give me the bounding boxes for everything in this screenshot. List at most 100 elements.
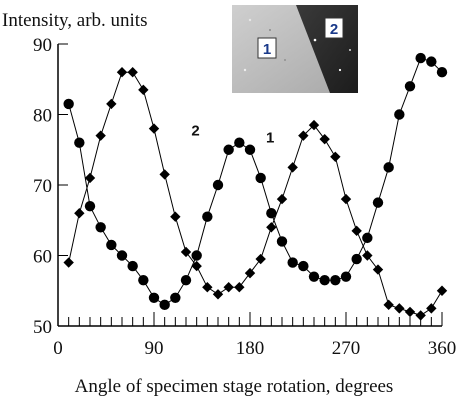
data-point: [308, 271, 320, 282]
data-point: [276, 236, 288, 247]
data-point: [394, 109, 405, 120]
y-tick-label: 60: [33, 247, 52, 268]
inset-speck: [338, 68, 342, 72]
data-point: [415, 52, 426, 64]
data-point: [394, 303, 405, 314]
y-tick-label: 80: [33, 106, 52, 127]
curve-label-1: 1: [266, 130, 274, 147]
x-tick-label: 360: [428, 338, 457, 359]
data-point: [202, 211, 213, 222]
data-point: [287, 162, 298, 173]
data-point: [234, 137, 245, 148]
data-point: [383, 162, 394, 173]
data-point: [266, 222, 277, 233]
data-point: [106, 98, 117, 110]
x-tick-label: 270: [332, 338, 361, 359]
data-point: [426, 303, 437, 314]
y-tick-label: 70: [33, 176, 52, 197]
x-tick-label: 90: [145, 338, 164, 359]
data-point: [116, 250, 128, 261]
data-point: [287, 257, 298, 268]
data-point: [330, 274, 341, 286]
inset-speck: [349, 49, 351, 51]
data-point: [340, 271, 352, 282]
data-point: [404, 306, 416, 318]
data-point: [244, 267, 256, 279]
data-point: [170, 211, 181, 222]
data-point: [84, 172, 96, 184]
data-point: [63, 98, 74, 110]
data-point: [426, 56, 437, 67]
data-point: [298, 130, 309, 141]
inset-region-label-box-1: [257, 37, 277, 59]
data-point: [404, 81, 416, 92]
x-tick-label: 0: [53, 338, 63, 359]
data-point: [255, 172, 266, 184]
inset-speck: [284, 59, 286, 61]
curve-label-2: 2: [191, 123, 199, 140]
data-point: [436, 67, 448, 78]
data-point: [106, 239, 117, 251]
data-point: [202, 282, 213, 293]
data-point: [95, 222, 106, 233]
series-2-line: [68, 71, 443, 316]
data-point: [351, 225, 362, 237]
x-axis-title: Angle of specimen stage rotation, degree…: [75, 376, 394, 397]
data-point: [212, 289, 224, 300]
inset-region-label-box-2: [324, 17, 344, 39]
data-point: [266, 208, 277, 219]
data-point: [138, 274, 149, 286]
data-point: [95, 130, 106, 141]
data-point: [276, 193, 288, 205]
series-2: [63, 67, 448, 321]
data-point: [223, 282, 234, 293]
data-point: [170, 292, 181, 303]
inset-speck: [243, 68, 247, 72]
inset-speck: [313, 38, 317, 42]
y-tick-label: 50: [33, 317, 52, 338]
data-point: [308, 119, 320, 131]
inset-micrograph: 1 2: [232, 5, 358, 93]
data-point: [319, 274, 330, 286]
data-point: [351, 253, 362, 265]
data-point: [159, 299, 170, 311]
data-point: [191, 260, 202, 272]
data-point: [148, 123, 160, 134]
series-layer: [63, 52, 448, 321]
y-axis-title: Intensity, arb. units: [2, 10, 147, 31]
data-point: [74, 208, 85, 219]
data-point: [116, 67, 128, 78]
inset-region-label-1: 1: [263, 41, 271, 58]
data-point: [180, 246, 192, 258]
x-tick-label: 180: [236, 338, 265, 359]
inset-region-label-2: 2: [330, 21, 338, 38]
inset-speck: [248, 18, 252, 22]
data-point: [138, 84, 149, 96]
data-point: [340, 193, 352, 205]
inset-speck: [269, 29, 271, 31]
data-point: [74, 137, 85, 148]
y-tick-label: 90: [33, 35, 52, 56]
data-point: [255, 253, 266, 265]
data-point: [415, 310, 426, 321]
data-point: [436, 285, 448, 296]
data-point: [223, 144, 234, 155]
data-point: [372, 197, 384, 208]
series-1: [63, 52, 448, 311]
axes: 0 90 180 270 360 50 60 70 80 90: [33, 35, 456, 359]
data-point: [127, 67, 138, 78]
series-1-line: [68, 57, 443, 306]
data-point: [298, 260, 309, 272]
data-point: [127, 260, 138, 272]
data-point: [191, 250, 202, 261]
data-point: [372, 264, 384, 275]
data-point: [180, 274, 192, 286]
data-point: [148, 292, 160, 303]
data-point: [383, 299, 394, 311]
data-point: [244, 144, 256, 155]
data-point: [330, 151, 341, 162]
data-point: [234, 282, 245, 293]
data-point: [159, 169, 170, 180]
data-point: [362, 250, 373, 261]
